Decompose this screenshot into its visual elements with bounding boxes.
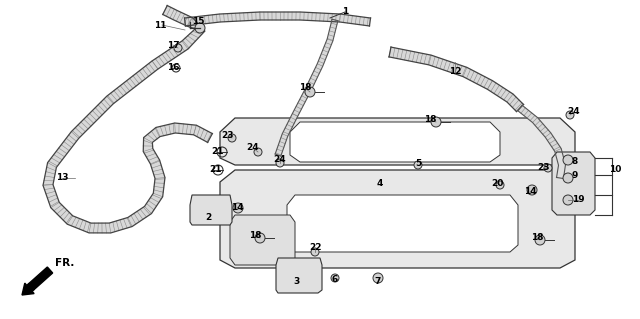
Text: 11: 11 <box>154 20 166 29</box>
Polygon shape <box>276 258 322 293</box>
Polygon shape <box>518 105 566 179</box>
Circle shape <box>566 111 574 119</box>
Text: 24: 24 <box>246 144 259 152</box>
Polygon shape <box>184 12 371 26</box>
Text: 10: 10 <box>609 166 621 174</box>
Text: 23: 23 <box>221 130 234 139</box>
Text: 17: 17 <box>166 41 179 49</box>
Polygon shape <box>230 215 295 265</box>
Text: 3: 3 <box>293 278 299 286</box>
FancyArrow shape <box>22 267 52 295</box>
Text: 23: 23 <box>537 164 549 173</box>
Circle shape <box>563 173 573 183</box>
Text: 21: 21 <box>209 166 221 174</box>
Circle shape <box>311 248 319 256</box>
Text: 16: 16 <box>167 63 179 72</box>
Text: 4: 4 <box>377 179 383 188</box>
Circle shape <box>431 117 441 127</box>
Polygon shape <box>275 19 338 156</box>
Text: 24: 24 <box>274 155 286 165</box>
Text: 18: 18 <box>299 84 311 93</box>
Text: 2: 2 <box>205 213 211 222</box>
Text: 14: 14 <box>524 188 536 197</box>
Polygon shape <box>552 152 595 215</box>
Text: 1: 1 <box>342 8 348 17</box>
Circle shape <box>305 87 315 97</box>
Text: 19: 19 <box>572 196 584 204</box>
Polygon shape <box>287 195 518 252</box>
Polygon shape <box>290 122 500 162</box>
Text: 20: 20 <box>491 179 503 188</box>
Polygon shape <box>389 47 524 112</box>
Text: 18: 18 <box>424 115 436 124</box>
Text: 15: 15 <box>192 18 204 26</box>
Text: FR.: FR. <box>55 258 74 268</box>
Circle shape <box>228 134 236 142</box>
Text: 5: 5 <box>415 159 421 167</box>
Circle shape <box>496 181 504 189</box>
Text: 24: 24 <box>568 108 580 116</box>
Circle shape <box>233 203 243 213</box>
Text: 12: 12 <box>449 68 461 77</box>
Circle shape <box>174 44 182 52</box>
Circle shape <box>535 235 545 245</box>
Circle shape <box>414 161 422 169</box>
Circle shape <box>195 23 205 33</box>
Circle shape <box>527 185 537 195</box>
Text: 21: 21 <box>212 147 224 157</box>
Circle shape <box>563 195 573 205</box>
Circle shape <box>373 273 383 283</box>
Text: 8: 8 <box>572 158 578 167</box>
Circle shape <box>254 148 262 156</box>
Circle shape <box>563 155 573 165</box>
Circle shape <box>331 274 339 282</box>
Text: 18: 18 <box>249 231 261 240</box>
Text: 14: 14 <box>230 203 243 211</box>
Text: 22: 22 <box>308 243 321 253</box>
Circle shape <box>255 233 265 243</box>
Text: 9: 9 <box>572 170 578 180</box>
Polygon shape <box>43 5 212 233</box>
Text: 7: 7 <box>375 278 381 286</box>
Polygon shape <box>220 118 575 165</box>
Text: 18: 18 <box>531 234 543 242</box>
Polygon shape <box>220 170 575 268</box>
Circle shape <box>276 159 284 167</box>
Text: 6: 6 <box>332 276 338 285</box>
Text: 13: 13 <box>56 174 68 182</box>
Circle shape <box>544 164 552 172</box>
Polygon shape <box>190 195 232 225</box>
